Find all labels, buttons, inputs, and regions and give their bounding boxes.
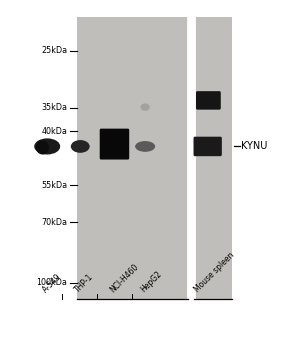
FancyBboxPatch shape xyxy=(100,129,129,160)
Text: 25kDa: 25kDa xyxy=(41,46,67,55)
Ellipse shape xyxy=(135,141,155,152)
FancyBboxPatch shape xyxy=(194,17,232,299)
Text: 55kDa: 55kDa xyxy=(41,181,67,190)
FancyBboxPatch shape xyxy=(188,17,194,299)
Ellipse shape xyxy=(140,104,150,111)
Text: HepG2: HepG2 xyxy=(139,270,163,294)
FancyBboxPatch shape xyxy=(194,137,222,156)
Ellipse shape xyxy=(36,140,49,154)
Ellipse shape xyxy=(71,140,90,153)
Text: Mouse spleen: Mouse spleen xyxy=(193,251,237,294)
Text: A-549: A-549 xyxy=(41,272,63,294)
Text: 40kDa: 40kDa xyxy=(41,127,67,136)
Text: 35kDa: 35kDa xyxy=(41,103,67,112)
Ellipse shape xyxy=(34,138,60,154)
Text: 100kDa: 100kDa xyxy=(36,278,67,287)
FancyBboxPatch shape xyxy=(196,91,221,110)
Text: THP-1: THP-1 xyxy=(73,272,95,294)
Text: KYNU: KYNU xyxy=(241,141,267,152)
Text: NCI-H460: NCI-H460 xyxy=(108,262,140,294)
FancyBboxPatch shape xyxy=(77,17,188,299)
Text: 70kDa: 70kDa xyxy=(41,218,67,226)
